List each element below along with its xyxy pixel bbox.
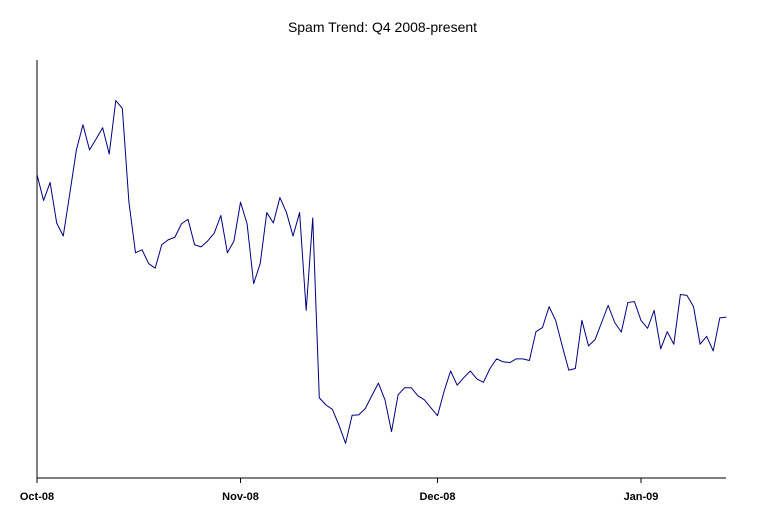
chart-title: Spam Trend: Q4 2008-present <box>287 19 478 35</box>
x-tick-label: Dec-08 <box>419 491 455 503</box>
x-axis-ticks: Oct-08 Nov-08 Dec-08 Jan-09 <box>20 478 659 503</box>
chart-axes <box>36 60 726 479</box>
x-tick-label: Oct-08 <box>20 491 54 503</box>
x-tick-label: Jan-09 <box>624 491 659 503</box>
series-line <box>36 100 727 444</box>
chart-series <box>36 100 727 444</box>
x-tick-label: Nov-08 <box>222 491 259 503</box>
